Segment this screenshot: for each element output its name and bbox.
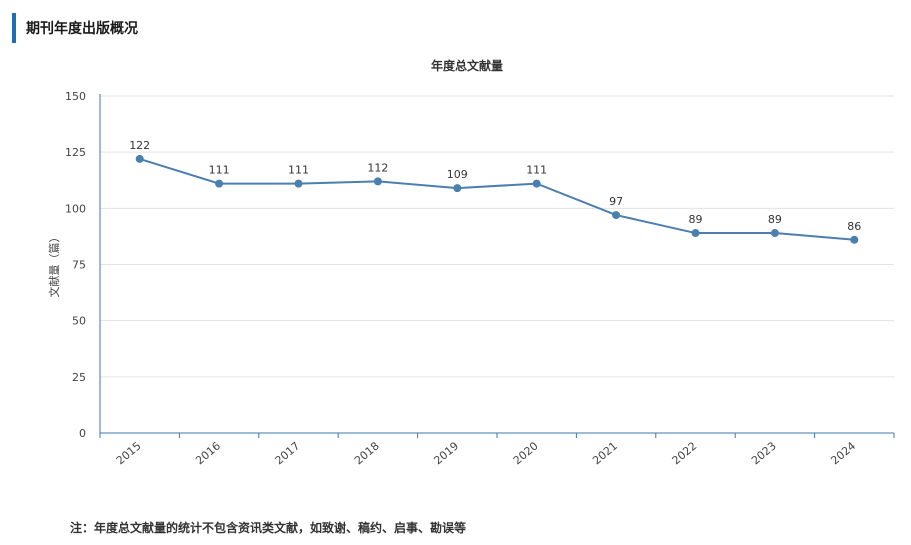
data-label-2021: 97	[609, 195, 623, 208]
data-label-2023: 89	[768, 213, 782, 226]
series-line	[139, 157, 855, 241]
y-tick-label-125: 125	[65, 146, 86, 159]
x-tick-label-2021: 2021	[590, 439, 620, 467]
x-tick-label-2024: 2024	[828, 439, 858, 467]
data-point-2024[interactable]	[850, 235, 859, 244]
data-label-2017: 111	[288, 164, 309, 177]
x-tick-label-2018: 2018	[352, 439, 382, 467]
y-axis-label: 文献量（篇）	[47, 232, 61, 298]
data-point-2020[interactable]	[532, 179, 541, 188]
x-tick-label-2023: 2023	[749, 439, 779, 467]
line-chart: 年度总文献量 0 25 50 75 100 125 150 文献量（篇） 2015 2016 2017…	[47, 58, 895, 467]
chart-title: 年度总文献量	[431, 58, 503, 73]
data-label-2022: 89	[689, 213, 703, 226]
y-tick-label-0: 0	[79, 427, 86, 440]
data-point-2018[interactable]	[373, 177, 382, 186]
y-tick-label-75: 75	[72, 259, 86, 272]
section-title: 期刊年度出版概况	[26, 21, 138, 37]
chart-container: 年度总文献量 0 25 50 75 100 125 150 文献量（篇） 2015 2016 2017…	[0, 50, 911, 510]
y-tick-label-150: 150	[65, 90, 86, 103]
x-tick-label-2019: 2019	[431, 439, 461, 467]
data-label-2024: 86	[847, 220, 861, 233]
data-point-2021[interactable]	[612, 211, 621, 220]
y-tick-label-25: 25	[72, 371, 86, 384]
data-label-2018: 112	[367, 161, 388, 174]
data-point-2017[interactable]	[294, 179, 303, 188]
section-header: 期刊年度出版概况	[12, 13, 138, 43]
data-point-2022[interactable]	[691, 229, 700, 238]
footnote: 注：年度总文献量的统计不包含资讯类文献，如致谢、稿约、启事、勘误等	[70, 521, 467, 535]
data-label-2015: 122	[129, 139, 150, 152]
data-point-2015[interactable]	[135, 154, 144, 163]
x-tick-label-2022: 2022	[670, 439, 700, 467]
data-point-2023[interactable]	[770, 229, 779, 238]
data-point-2019[interactable]	[453, 184, 462, 193]
header-accent-bar	[12, 13, 16, 43]
data-label-2016: 111	[209, 164, 230, 177]
x-tick-label-2016: 2016	[193, 439, 223, 467]
x-tick-label-2017: 2017	[273, 439, 303, 467]
y-tick-label-100: 100	[65, 202, 86, 215]
y-tick-label-50: 50	[72, 315, 86, 328]
data-label-2019: 109	[447, 168, 468, 181]
x-tick-label-2015: 2015	[114, 439, 144, 467]
x-tick-label-2020: 2020	[511, 439, 541, 467]
data-label-2020: 111	[526, 164, 547, 177]
data-point-2016[interactable]	[215, 179, 224, 188]
